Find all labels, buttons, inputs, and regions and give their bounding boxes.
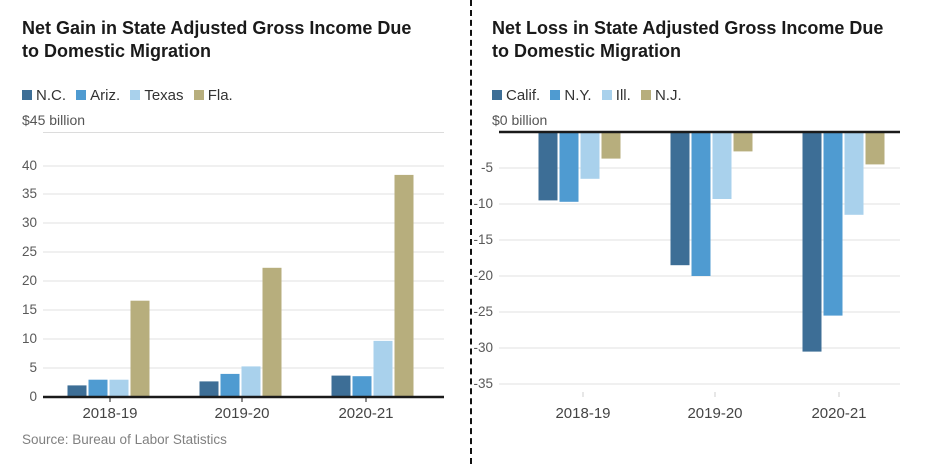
svg-text:2018-19: 2018-19 (555, 405, 610, 422)
svg-text:2019-20: 2019-20 (687, 405, 742, 422)
svg-text:10: 10 (22, 331, 37, 346)
svg-text:2018-19: 2018-19 (82, 405, 137, 422)
svg-text:25: 25 (22, 244, 37, 259)
svg-text:-5: -5 (481, 160, 493, 175)
svg-text:-25: -25 (473, 304, 493, 319)
svg-text:2020-21: 2020-21 (811, 405, 866, 422)
svg-text:2019-20: 2019-20 (214, 405, 269, 422)
svg-text:40: 40 (22, 158, 37, 173)
svg-text:5: 5 (29, 360, 37, 375)
svg-text:2020-21: 2020-21 (338, 405, 393, 422)
svg-text:-10: -10 (473, 196, 493, 211)
svg-text:0: 0 (29, 389, 37, 404)
svg-text:-30: -30 (473, 340, 493, 355)
svg-text:15: 15 (22, 302, 37, 317)
svg-text:-15: -15 (473, 232, 493, 247)
svg-text:20: 20 (22, 273, 37, 288)
svg-text:-35: -35 (473, 376, 493, 391)
svg-text:-20: -20 (473, 268, 493, 283)
svg-text:35: 35 (22, 186, 37, 201)
svg-text:30: 30 (22, 215, 37, 230)
